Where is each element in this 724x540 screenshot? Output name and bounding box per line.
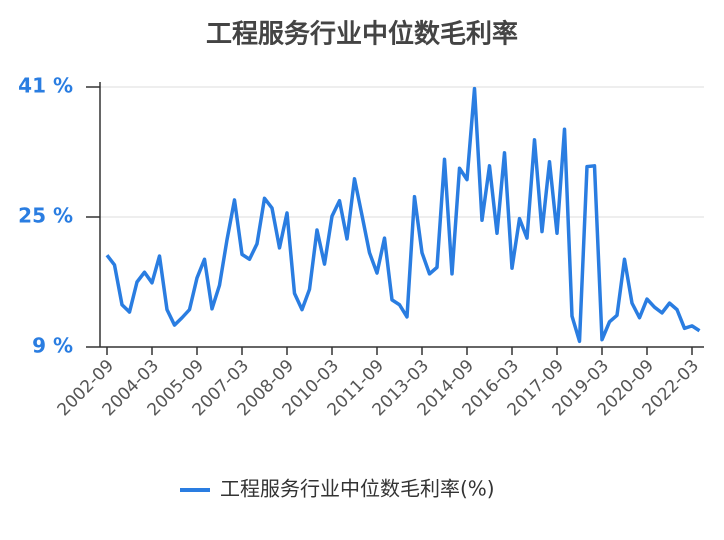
y-tick-label: 25 % bbox=[18, 204, 73, 228]
line bbox=[105, 86, 701, 344]
y-tick-label: 41 % bbox=[18, 74, 73, 98]
y-tick-label: 9 % bbox=[32, 334, 73, 358]
chart-title: 工程服务行业中位数毛利率 bbox=[206, 19, 518, 50]
legend-label: 工程服务行业中位数毛利率(%) bbox=[220, 477, 495, 501]
